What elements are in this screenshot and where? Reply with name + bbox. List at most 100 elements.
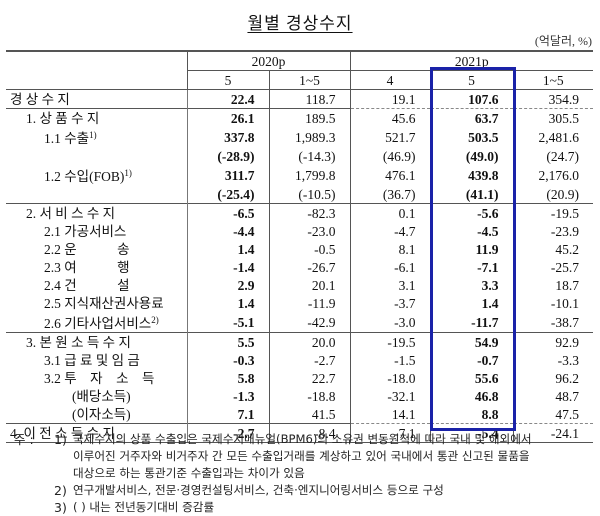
- table-row: 2.1 가공서비스 -4.4 -23.0 -4.7 -4.5 -23.9: [6, 222, 594, 240]
- table-cell: -7.1: [349, 423, 430, 443]
- table-cell: -18.8: [268, 387, 350, 405]
- footnote-text-continued: 이루어진 거주자와 비거주자 간 모든 수출입거래를 계상하고 있어 국내에서 …: [73, 449, 530, 463]
- footnotes: 주 : 1) 국제수지의 상품 수출입은 국제수지매뉴얼(BPM6)의 소유권 변동…: [14, 431, 532, 516]
- table-row: (배당소득) -1.3 -18.8 -32.1 46.8 48.7: [6, 387, 594, 405]
- table-cell: -8.4: [268, 423, 350, 443]
- table-cell: -0.7: [429, 351, 513, 369]
- table-cell: 521.7: [349, 127, 430, 147]
- table-cell: -4.7: [349, 222, 430, 240]
- row-label-text: 4. 이 전 소 득 수 지: [10, 425, 115, 441]
- table-cell: -6.1: [349, 258, 430, 276]
- header-corner: [6, 50, 187, 90]
- table-cell: 92.9: [512, 332, 594, 351]
- page-title: 월별 경상수지: [0, 9, 600, 34]
- row-label-text: 3.2 투 자 소 득: [44, 370, 155, 386]
- row-label: 1.2 수입(FOB)1): [6, 165, 187, 185]
- table-cell: (41.1): [429, 185, 513, 204]
- table-cell: -7.1: [429, 258, 513, 276]
- table-cell: 11.9: [429, 240, 513, 258]
- table-cell: 41.5: [268, 405, 350, 424]
- table-cell: -1.5: [349, 351, 430, 369]
- table-cell: -5.1: [186, 312, 269, 333]
- row-label-text: 1. 상 품 수 지: [26, 110, 100, 126]
- footnote-item: 주 : 1) 국제수지의 상품 수출입은 국제수지매뉴얼(BPM6)의 소유권 변동…: [14, 431, 532, 448]
- table-cell: 20.1: [268, 276, 350, 294]
- table-row: 2.6 기타사업서비스2) -5.1 -42.9 -3.0 -11.7 -38.7: [6, 312, 594, 333]
- table-cell: 20.0: [268, 332, 350, 351]
- row-label: (이자소득): [6, 405, 187, 424]
- table-cell: 55.6: [429, 369, 513, 387]
- footnote-text: 국제수지의 상품 수출입은 국제수지매뉴얼(BPM6)의 소유권 변동원칙에 따…: [73, 432, 532, 446]
- row-label: 경 상 수 지: [6, 90, 187, 109]
- table-cell: 1,799.8: [268, 165, 350, 185]
- table-cell: (-10.5): [268, 185, 350, 204]
- table-cell: -82.3: [268, 203, 350, 222]
- table-cell: 47.5: [512, 405, 594, 424]
- table-cell: 311.7: [186, 165, 269, 185]
- table-cell: -23.0: [268, 222, 350, 240]
- table-cell: -1.3: [186, 387, 269, 405]
- table-cell: 1,989.3: [268, 127, 350, 147]
- header-year-2020: 2020p: [186, 50, 350, 71]
- table-row: 1.2 수입(FOB)1) 311.7 1,799.8 476.1 439.8 2,176…: [6, 165, 594, 185]
- table-cell: 2,481.6: [512, 127, 594, 147]
- footnote-number: 1): [54, 432, 67, 447]
- table-row: 2.2 운 송 1.4 -0.5 8.1 11.9 45.2: [6, 240, 594, 258]
- table-cell: -42.9: [268, 312, 350, 333]
- table-cell: -2.7: [186, 423, 269, 443]
- table-cell: 2.9: [186, 276, 269, 294]
- footnote-prefix: [14, 482, 54, 499]
- row-label: 2.3 여 행: [6, 258, 187, 276]
- table-cell: 8.8: [429, 405, 513, 424]
- table-cell: 337.8: [186, 127, 269, 147]
- table-cell: 107.6: [429, 89, 513, 109]
- table-row: 3. 본 원 소 득 수 지 5.5 20.0 -19.5 54.9 92.9: [6, 332, 594, 351]
- table-cell: 354.9: [512, 89, 594, 109]
- table-cell: -3.3: [512, 351, 594, 369]
- title-text: 월별 경상수지: [247, 14, 353, 33]
- table-row: 2.5 지식재산권사용료 1.4 -11.9 -3.7 1.4 -10.1: [6, 294, 594, 312]
- table-cell: 14.1: [349, 405, 430, 424]
- table-cell: 1.4: [186, 294, 269, 312]
- table-cell: 5.5: [186, 332, 269, 351]
- table-cell: -10.1: [512, 294, 594, 312]
- footnote-text: 연구개발서비스, 전문·경영컨설팅서비스, 건축·엔지니어링서비스 등으로 구성: [73, 483, 444, 497]
- table-cell: -25.7: [512, 258, 594, 276]
- row-label: 3.1 급 료 및 임 금: [6, 351, 187, 369]
- row-label-text: 2. 서 비 스 수 지: [26, 205, 116, 221]
- table-cell: -24.1: [512, 423, 594, 443]
- table-cell: (24.7): [512, 147, 594, 165]
- table-cell: (49.0): [429, 147, 513, 165]
- table-cell: 96.2: [512, 369, 594, 387]
- table-cell: -4.4: [186, 222, 269, 240]
- row-label: (배당소득): [6, 387, 187, 405]
- table-cell: -4.5: [429, 222, 513, 240]
- table-cell: 2,176.0: [512, 165, 594, 185]
- current-account-table: 2020p 2021p 5 1~5 4 5 1~5 경 상 수 지 22.4 118…: [6, 50, 594, 443]
- table-cell: -38.7: [512, 312, 594, 333]
- table-cell: (36.7): [349, 185, 430, 204]
- footnote-item: 2) 연구개발서비스, 전문·경영컨설팅서비스, 건축·엔지니어링서비스 등으로 …: [14, 482, 532, 499]
- footnote-marker: 1): [124, 168, 132, 178]
- row-label: 3.2 투 자 소 득: [6, 369, 187, 387]
- table-cell: -11.7: [429, 312, 513, 333]
- table-row: 2. 서 비 스 수 지 -6.5 -82.3 0.1 -5.6 -19.5: [6, 203, 594, 222]
- row-label: 1.1 수출1): [6, 127, 187, 147]
- table-cell: 46.8: [429, 387, 513, 405]
- row-label-text: (배당소득): [72, 388, 131, 404]
- header-2020-1-5: 1~5: [268, 70, 350, 90]
- table-cell: -32.1: [349, 387, 430, 405]
- table-row: 1. 상 품 수 지 26.1 189.5 45.6 63.7 305.5: [6, 108, 594, 127]
- header-2020-5: 5: [186, 70, 269, 90]
- footnote-item: 3) ( ) 내는 전년동기대비 증감률: [14, 499, 532, 516]
- row-label-text: 1.2 수입(FOB): [44, 169, 125, 184]
- row-label-text: (이자소득): [72, 406, 131, 422]
- table-cell: -0.3: [186, 351, 269, 369]
- table-cell: 305.5: [512, 108, 594, 127]
- row-label: 2.2 운 송: [6, 240, 187, 258]
- unit-label: (억달러, %): [534, 34, 592, 48]
- table-cell: 26.1: [186, 108, 269, 127]
- table-cell: 45.6: [349, 108, 430, 127]
- table-cell: -2.7: [268, 351, 350, 369]
- header-2021-1-5: 1~5: [512, 70, 594, 90]
